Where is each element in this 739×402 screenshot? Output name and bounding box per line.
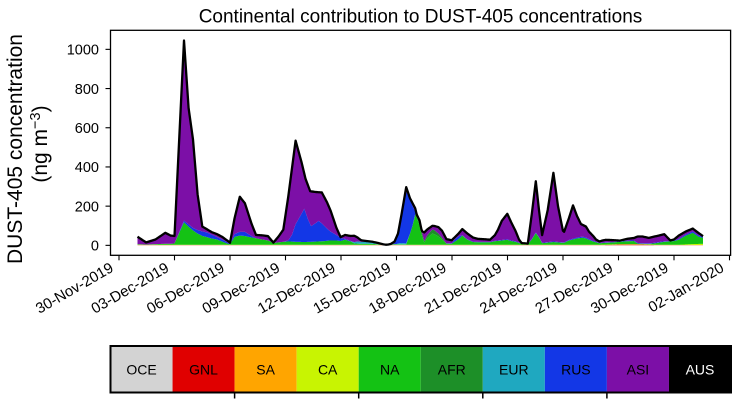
svg-text:Continental contribution to DU: Continental contribution to DUST-405 con… <box>199 6 643 27</box>
svg-text:600: 600 <box>75 121 99 137</box>
svg-text:0: 0 <box>91 239 99 255</box>
svg-text:NA: NA <box>380 361 400 377</box>
svg-text:DUST-405 concentration: DUST-405 concentration <box>4 34 27 264</box>
svg-text:SA: SA <box>256 361 275 377</box>
svg-text:200: 200 <box>75 199 99 215</box>
svg-text:AFR: AFR <box>438 361 466 377</box>
svg-text:AUS: AUS <box>686 361 715 377</box>
svg-text:GNL: GNL <box>189 361 218 377</box>
svg-text:CA: CA <box>318 361 338 377</box>
svg-text:ASI: ASI <box>627 361 650 377</box>
svg-text:RUS: RUS <box>561 361 591 377</box>
svg-text:800: 800 <box>75 82 99 98</box>
svg-text:(ng m−3): (ng m−3) <box>28 105 52 182</box>
svg-text:OCE: OCE <box>126 361 156 377</box>
svg-text:400: 400 <box>75 160 99 176</box>
svg-text:1000: 1000 <box>67 43 99 59</box>
svg-text:EUR: EUR <box>499 361 529 377</box>
